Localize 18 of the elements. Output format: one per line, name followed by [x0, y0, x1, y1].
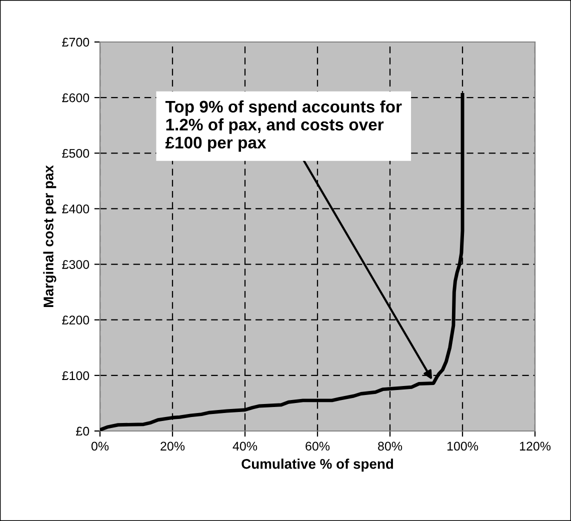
x-tick-label: 20% [160, 442, 185, 451]
annotation: Top 9% of spend accounts for 1.2% of pax, and costs over £100 per pax [165, 100, 402, 152]
y-tick-label: £400 [62, 204, 90, 214]
x-tick-label: 80% [378, 442, 402, 451]
x-tick-label: 100% [447, 442, 478, 451]
y-axis-title: Marginal cost per pax [43, 165, 56, 307]
y-tick-label: £700 [62, 38, 90, 47]
x-axis-title: Cumulative % of spend [242, 458, 393, 472]
y-tick-label: £200 [62, 316, 90, 325]
x-tick-label: 120% [520, 442, 551, 451]
y-tick-label: £300 [62, 260, 90, 269]
x-tick-label: 0% [91, 442, 109, 451]
x-tick-label: 40% [232, 442, 258, 451]
y-tick-label: £600 [62, 93, 90, 102]
x-tick-label: 60% [306, 442, 330, 451]
y-tick-label: £100 [62, 371, 90, 380]
y-tick-label: £0 [76, 426, 90, 436]
y-tick-label: £500 [62, 148, 90, 158]
